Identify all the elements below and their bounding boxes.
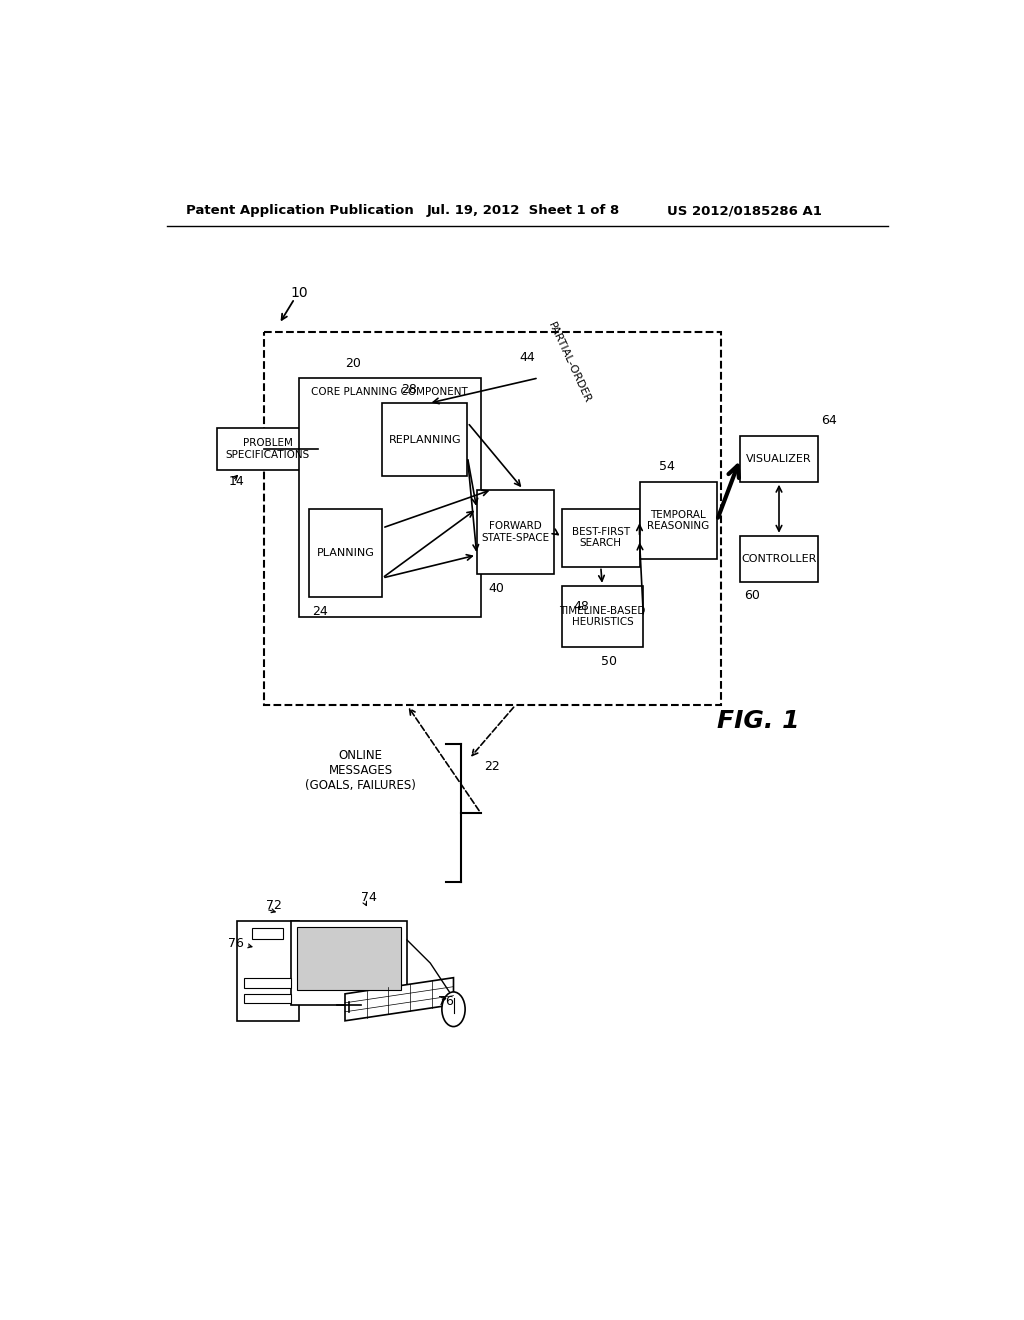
Bar bbox=[477, 490, 554, 574]
Bar bbox=[217, 428, 317, 470]
Text: FORWARD
STATE-SPACE: FORWARD STATE-SPACE bbox=[481, 521, 550, 543]
Text: FIG. 1: FIG. 1 bbox=[717, 709, 800, 733]
Bar bbox=[740, 436, 818, 482]
Bar bbox=[297, 927, 400, 990]
Polygon shape bbox=[345, 978, 454, 1020]
Text: 76: 76 bbox=[228, 937, 245, 950]
Bar bbox=[382, 404, 467, 477]
Bar bbox=[263, 331, 721, 705]
Text: Jul. 19, 2012  Sheet 1 of 8: Jul. 19, 2012 Sheet 1 of 8 bbox=[426, 205, 620, 218]
Bar bbox=[237, 921, 299, 1020]
Text: 60: 60 bbox=[744, 589, 760, 602]
Text: 10: 10 bbox=[291, 286, 308, 300]
Text: 74: 74 bbox=[360, 891, 377, 904]
Text: 40: 40 bbox=[488, 582, 504, 594]
Text: 64: 64 bbox=[821, 413, 838, 426]
Text: 22: 22 bbox=[484, 760, 501, 774]
Bar bbox=[640, 482, 717, 558]
Text: TIMELINE-BASED
HEURISTICS: TIMELINE-BASED HEURISTICS bbox=[559, 606, 646, 627]
Ellipse shape bbox=[442, 991, 465, 1027]
Text: VISUALIZER: VISUALIZER bbox=[746, 454, 812, 463]
Bar bbox=[308, 508, 382, 597]
Text: 20: 20 bbox=[345, 358, 360, 371]
Bar bbox=[562, 508, 640, 566]
Bar bbox=[291, 921, 407, 1006]
Bar bbox=[245, 994, 291, 1003]
Text: BEST-FIRST
SEARCH: BEST-FIRST SEARCH bbox=[571, 527, 630, 548]
Text: 28: 28 bbox=[401, 383, 418, 396]
Text: REPLANNING: REPLANNING bbox=[388, 434, 461, 445]
Text: PROBLEM
SPECIFICATIONS: PROBLEM SPECIFICATIONS bbox=[225, 438, 309, 459]
Text: US 2012/0185286 A1: US 2012/0185286 A1 bbox=[667, 205, 821, 218]
Text: PARTIAL-ORDER: PARTIAL-ORDER bbox=[547, 321, 593, 404]
Text: CONTROLLER: CONTROLLER bbox=[741, 554, 817, 564]
Text: TEMPORAL
REASONING: TEMPORAL REASONING bbox=[647, 510, 710, 531]
Text: CORE PLANNING COMPONENT: CORE PLANNING COMPONENT bbox=[311, 387, 468, 397]
Text: ONLINE
MESSAGES
(GOALS, FAILURES): ONLINE MESSAGES (GOALS, FAILURES) bbox=[305, 748, 416, 792]
Bar bbox=[299, 378, 480, 616]
Text: 72: 72 bbox=[266, 899, 282, 912]
Text: 44: 44 bbox=[519, 351, 536, 363]
Text: Patent Application Publication: Patent Application Publication bbox=[186, 205, 414, 218]
Text: 24: 24 bbox=[312, 605, 329, 618]
Text: PLANNING: PLANNING bbox=[316, 548, 375, 558]
Bar bbox=[562, 586, 643, 647]
Text: 76: 76 bbox=[438, 995, 454, 1008]
Text: 50: 50 bbox=[601, 655, 616, 668]
Bar bbox=[252, 928, 283, 940]
Text: 54: 54 bbox=[658, 459, 675, 473]
Text: 48: 48 bbox=[573, 601, 590, 612]
Text: 14: 14 bbox=[228, 475, 245, 488]
Bar bbox=[740, 536, 818, 582]
Bar bbox=[245, 978, 291, 987]
